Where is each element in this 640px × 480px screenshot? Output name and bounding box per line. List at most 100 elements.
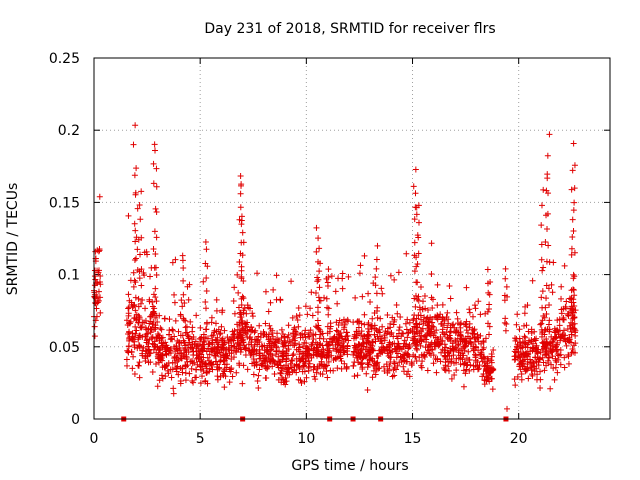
data-point bbox=[301, 360, 308, 367]
data-point bbox=[165, 331, 172, 338]
data-point bbox=[139, 297, 146, 304]
peak-point bbox=[568, 186, 575, 193]
data-point bbox=[547, 385, 554, 392]
data-point bbox=[457, 354, 464, 361]
data-point bbox=[195, 355, 202, 362]
data-point bbox=[355, 324, 362, 331]
data-point bbox=[253, 359, 260, 366]
peak-point bbox=[150, 160, 157, 167]
data-point bbox=[238, 334, 245, 341]
data-point bbox=[452, 329, 459, 336]
data-point bbox=[482, 335, 489, 342]
data-point bbox=[156, 377, 163, 384]
peak-point bbox=[315, 322, 322, 329]
data-point bbox=[413, 358, 420, 365]
data-point bbox=[387, 272, 394, 279]
data-point bbox=[179, 369, 186, 376]
data-point bbox=[489, 386, 496, 393]
data-point bbox=[172, 256, 179, 263]
data-point bbox=[364, 386, 371, 393]
data-point bbox=[334, 365, 341, 372]
data-point bbox=[306, 347, 313, 354]
data-point bbox=[231, 284, 238, 291]
data-point bbox=[387, 358, 394, 365]
peak-point bbox=[325, 305, 332, 312]
data-point bbox=[219, 309, 226, 316]
peak-point bbox=[238, 182, 245, 189]
data-point bbox=[353, 343, 360, 350]
data-point bbox=[174, 363, 181, 370]
peak-point bbox=[132, 307, 139, 314]
data-point bbox=[350, 335, 357, 342]
data-point bbox=[339, 285, 346, 292]
data-point bbox=[200, 368, 207, 375]
data-point bbox=[220, 358, 227, 365]
peak-point bbox=[324, 330, 331, 337]
data-point bbox=[395, 269, 402, 276]
peak-point bbox=[414, 330, 421, 337]
data-point bbox=[391, 360, 398, 367]
data-point bbox=[515, 348, 522, 355]
data-point bbox=[549, 338, 556, 345]
data-point bbox=[127, 318, 134, 325]
data-point bbox=[246, 347, 253, 354]
data-point bbox=[293, 329, 300, 336]
peak-point bbox=[502, 275, 509, 282]
peak-point bbox=[315, 235, 322, 242]
data-point bbox=[569, 324, 576, 331]
data-point bbox=[362, 353, 369, 360]
data-point bbox=[192, 374, 199, 381]
data-point bbox=[336, 317, 343, 324]
peak-point bbox=[545, 190, 552, 197]
peak-point bbox=[570, 271, 577, 278]
data-point bbox=[419, 358, 426, 365]
data-point bbox=[129, 303, 136, 310]
data-point bbox=[284, 334, 291, 341]
data-point bbox=[230, 297, 237, 304]
data-point bbox=[293, 361, 300, 368]
data-point bbox=[288, 357, 295, 364]
data-point bbox=[381, 337, 388, 344]
data-point bbox=[572, 340, 579, 347]
data-point bbox=[312, 351, 319, 358]
peak-point bbox=[413, 211, 420, 218]
data-point bbox=[262, 288, 269, 295]
data-point bbox=[551, 376, 558, 383]
data-point bbox=[516, 361, 523, 368]
data-point bbox=[345, 273, 352, 280]
data-point bbox=[295, 323, 302, 330]
data-point bbox=[463, 318, 470, 325]
data-point bbox=[412, 342, 419, 349]
data-point bbox=[478, 340, 485, 347]
data-point bbox=[291, 342, 298, 349]
data-point bbox=[198, 346, 205, 353]
peak-point bbox=[545, 285, 552, 292]
peak-point bbox=[323, 275, 330, 282]
data-point bbox=[356, 341, 363, 348]
data-point bbox=[249, 313, 256, 320]
data-point bbox=[255, 333, 262, 340]
data-point bbox=[145, 325, 152, 332]
data-point bbox=[277, 362, 284, 369]
data-point bbox=[212, 320, 219, 327]
data-point bbox=[206, 368, 213, 375]
peak-point bbox=[151, 264, 158, 271]
peak-point bbox=[570, 140, 577, 147]
data-point bbox=[323, 368, 330, 375]
data-point bbox=[466, 324, 473, 331]
data-point bbox=[533, 358, 540, 365]
data-point bbox=[175, 371, 182, 378]
peak-point bbox=[152, 314, 159, 321]
data-point bbox=[352, 294, 359, 301]
data-point bbox=[145, 359, 152, 366]
data-point bbox=[130, 269, 137, 276]
y-tick-label: 0 bbox=[71, 412, 80, 428]
data-point bbox=[537, 368, 544, 375]
x-tick-label: 20 bbox=[510, 431, 528, 447]
data-point bbox=[537, 376, 544, 383]
data-point bbox=[125, 343, 132, 350]
data-point bbox=[452, 344, 459, 351]
data-point bbox=[363, 339, 370, 346]
peak-point bbox=[415, 219, 422, 226]
data-point bbox=[460, 367, 467, 374]
